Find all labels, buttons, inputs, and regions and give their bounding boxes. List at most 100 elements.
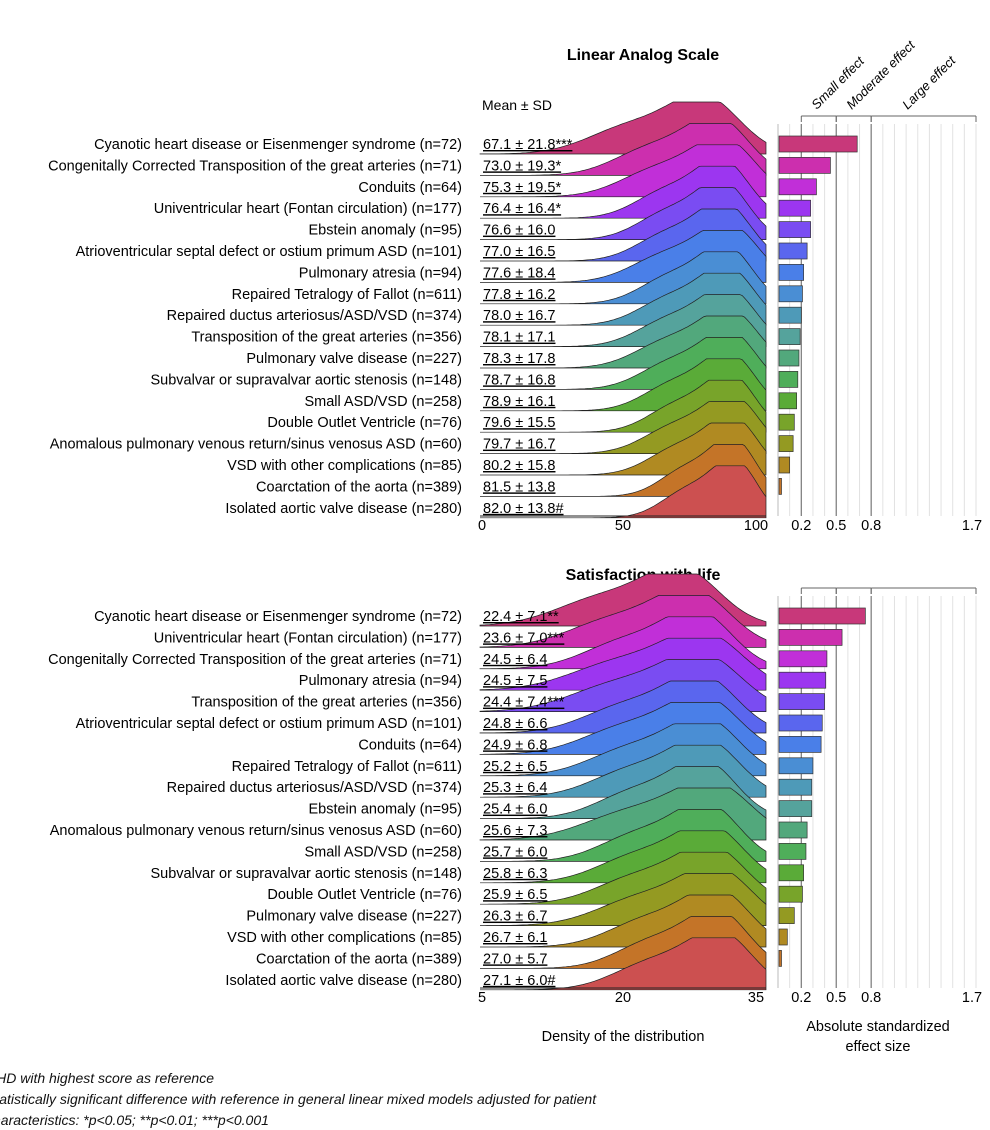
effect-bar-coarctation-of-the-aorta-n-389 [778,478,782,495]
effect-grid [777,596,977,988]
row-stat: 77.0 ± 16.5 [483,244,555,260]
footnote-reference: CHD with highest score as reference [0,1070,214,1086]
row-label: Univentricular heart (Fontan circulation… [154,630,462,646]
row-stat: 78.0 ± 16.7 [483,308,555,324]
row-stat: 82.0 ± 13.8# [483,501,564,517]
footnote-significance: Statistically significant difference wit… [0,1091,597,1107]
row-stat: 22.4 ± 7.1** [483,609,559,625]
effect-bar-cyanotic-heart-disease-or-eisenmenger-syndrome-n-72 [778,135,858,153]
row-stat: 25.6 ± 7.3 [483,823,547,839]
effect-bar-univentricular-heart-fontan-circulation-n-177 [778,199,811,217]
row-stat: 27.1 ± 6.0# [483,973,555,989]
effect-bar-congenitally-corrected-transposition-of-the-great-arteries-n-71 [778,650,828,668]
row-stat: 78.1 ± 17.1 [483,330,555,346]
effect-tick: 0.8 [861,990,881,1006]
row-stat: 24.9 ± 6.8 [483,737,547,753]
row-label: Double Outlet Ventricle (n=76) [267,887,462,903]
row-stat: 76.4 ± 16.4* [483,201,561,217]
row-stat: 76.6 ± 16.0 [483,223,555,239]
effect-bar-double-outlet-ventricle-n-76 [778,885,803,903]
effect-bar-transposition-of-the-great-arteries-n-356 [778,328,801,345]
row-label: Isolated aortic valve disease (n=280) [225,501,462,517]
row-label: Small ASD/VSD (n=258) [304,394,462,410]
effect-tick: 0.8 [861,518,881,534]
effect-bar-vsd-with-other-complications-n-85 [778,928,788,946]
row-stat: 80.2 ± 15.8 [483,458,555,474]
chart-title: Linear Analog Scale [567,47,719,64]
row-label: Cyanotic heart disease or Eisenmenger sy… [94,609,462,625]
row-label: Univentricular heart (Fontan circulation… [154,201,462,217]
row-label: VSD with other complications (n=85) [227,930,462,946]
row-label: Anomalous pulmonary venous return/sinus … [50,823,462,839]
stats-header: Mean ± SD [482,97,552,113]
effect-bar-small-asd-vsd-n-258 [778,843,807,860]
row-stat: 25.9 ± 6.5 [483,887,547,903]
density-axis-title: Density of the distribution [542,1029,705,1045]
row-label: Atrioventricular septal defect or ostium… [76,716,462,732]
row-label: VSD with other complications (n=85) [227,458,462,474]
effect-bracket-3 [870,115,977,122]
density-axis: 5 20 35 [478,987,766,1006]
row-stat: 26.7 ± 6.1 [483,930,547,946]
density-tick: 100 [744,518,768,534]
effect-axis-title-line-2: effect size [845,1039,910,1055]
row-label: Repaired Tetralogy of Fallot (n=611) [232,759,462,775]
row-stat: 25.2 ± 6.5 [483,759,547,775]
effect-header-3: Large effect [899,52,959,112]
effect-bar-subvalvar-or-supravalvar-aortic-stenosis-n-148 [778,371,799,388]
row-label: Pulmonary atresia (n=94) [299,673,462,689]
effect-bracket-2 [835,587,872,594]
effect-bar-pulmonary-valve-disease-n-227 [778,349,800,367]
effect-bar-vsd-with-other-complications-n-85 [778,456,790,474]
row-label: Anomalous pulmonary venous return/sinus … [50,437,462,453]
effect-tick: 1.7 [962,990,982,1006]
effect-bar-pulmonary-valve-disease-n-227 [778,907,795,924]
density-axis: 0 50 100 [478,515,768,534]
row-label: Repaired Tetralogy of Fallot (n=611) [232,287,462,303]
density-tick: 5 [478,990,486,1006]
row-label: Subvalvar or supravalvar aortic stenosis… [151,372,463,388]
row-stat: 78.9 ± 16.1 [483,394,555,410]
effect-bar-repaired-tetralogy-of-fallot-n-611 [778,285,803,303]
effect-axis: 0.2 0.5 0.8 1.7 [791,990,982,1006]
row-label: Conduits (n=64) [358,737,462,753]
row-label: Pulmonary atresia (n=94) [299,265,462,281]
row-label: Congenitally Corrected Transposition of … [48,158,462,174]
effect-bar-ebstein-anomaly-n-95 [778,800,813,817]
effect-bar-congenitally-corrected-transposition-of-the-great-arteries-n-71 [778,157,831,174]
row-label: Pulmonary valve disease (n=227) [246,909,462,925]
row-label: Conduits (n=64) [358,180,462,196]
row-label: Cyanotic heart disease or Eisenmenger sy… [94,137,462,153]
ridges [479,101,767,519]
density-tick: 35 [748,990,764,1006]
effect-bar-conduits-n-64 [778,736,822,753]
footnote-pvalues: characteristics: *p<0.05; **p<0.01; ***p… [0,1112,269,1128]
row-stat: 23.6 ± 7.0*** [483,630,565,646]
row-stat: 25.8 ± 6.3 [483,866,547,882]
effect-tick: 0.5 [826,990,846,1006]
row-label: Ebstein anomaly (n=95) [308,223,462,239]
effect-bar-univentricular-heart-fontan-circulation-n-177 [778,629,843,646]
row-stat: 24.5 ± 6.4 [483,652,547,668]
row-label: Ebstein anomaly (n=95) [308,802,462,818]
effect-bracket-1 [800,587,837,594]
row-label: Congenitally Corrected Transposition of … [48,652,462,668]
row-label: Coarctation of the aorta (n=389) [256,951,462,967]
effect-bar-repaired-ductus-arteriosus-asd-vsd-n-374 [778,306,802,324]
effect-bar-repaired-tetralogy-of-fallot-n-611 [778,757,814,775]
row-stat: 67.1 ± 21.8*** [483,137,573,153]
effect-bar-subvalvar-or-supravalvar-aortic-stenosis-n-148 [778,864,804,882]
row-stat: 75.3 ± 19.5* [483,180,561,196]
row-stat: 24.4 ± 7.4*** [483,695,565,711]
effect-tick: 1.7 [962,518,982,534]
row-label: Coarctation of the aorta (n=389) [256,479,462,495]
effect-bar-cyanotic-heart-disease-or-eisenmenger-syndrome-n-72 [778,607,866,625]
ridges [479,573,767,991]
row-label: Repaired ductus arteriosus/ASD/VSD (n=37… [167,780,462,796]
effect-bar-pulmonary-atresia-n-94 [778,264,804,281]
effect-bracket-3 [870,587,977,594]
row-label: Subvalvar or supravalvar aortic stenosis… [151,866,463,882]
row-label: Transposition of the great arteries (n=3… [191,330,462,346]
